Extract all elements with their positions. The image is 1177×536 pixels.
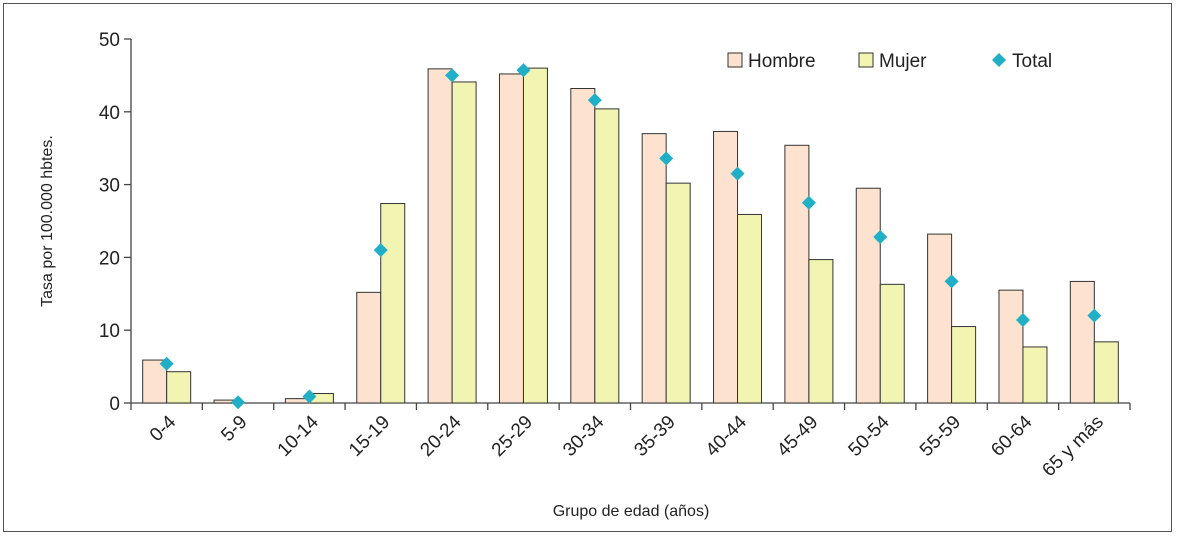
bar-hombre xyxy=(142,359,168,404)
legend-label: Hombre xyxy=(748,51,816,72)
total-marker xyxy=(730,166,745,181)
total-marker xyxy=(373,243,388,258)
bar-mujer xyxy=(951,326,977,404)
bar-hombre xyxy=(713,130,739,404)
bar-mujer xyxy=(808,259,834,404)
total-marker xyxy=(1087,308,1102,323)
bar-hombre xyxy=(356,291,382,404)
legend-swatch-hombre xyxy=(727,52,743,68)
y-tick-label: 50 xyxy=(99,30,120,51)
y-tick-label: 30 xyxy=(99,176,120,197)
total-marker xyxy=(1015,313,1030,328)
x-axis-title: Grupo de edad (años) xyxy=(553,503,710,520)
bar-mujer xyxy=(1093,341,1119,404)
y-ticks: 0 10 20 30 40 50 xyxy=(99,30,131,415)
bars xyxy=(142,67,1119,404)
y-tick-label: 10 xyxy=(99,321,120,342)
legend-label: Mujer xyxy=(879,51,927,72)
x-tick-label: 15-19 xyxy=(345,412,394,461)
bar-hombre xyxy=(927,233,953,404)
x-tick-label: 20-24 xyxy=(416,411,466,461)
legend-swatch-mujer xyxy=(858,52,874,68)
x-tick-label: 0-4 xyxy=(146,411,181,446)
legend: Hombre Mujer Total xyxy=(727,51,1052,72)
bar-mujer xyxy=(522,67,548,404)
y-tick-label: 0 xyxy=(109,394,120,415)
chart-frame xyxy=(3,3,1172,532)
bar-mujer xyxy=(166,371,192,404)
legend-swatch-total xyxy=(992,53,1006,67)
x-tick-label: 60-64 xyxy=(987,411,1037,461)
bar-mujer xyxy=(380,203,406,404)
bar-mujer xyxy=(665,182,691,404)
x-tick-label: 35-39 xyxy=(630,412,679,461)
x-tick-label: 10-14 xyxy=(274,411,324,461)
bar-mujer xyxy=(737,213,763,404)
total-marker xyxy=(516,63,531,78)
total-marker xyxy=(231,395,246,410)
total-marker xyxy=(873,230,888,245)
total-marker xyxy=(302,389,317,404)
y-tick-label: 40 xyxy=(99,103,120,124)
x-tick-label: 45-49 xyxy=(773,412,822,461)
x-tick-label: 25-29 xyxy=(488,412,537,461)
bar-mujer xyxy=(879,283,905,404)
y-tick-label: 20 xyxy=(99,248,120,269)
total-marker xyxy=(445,68,460,83)
x-tick-label: 30-34 xyxy=(559,411,609,461)
x-tick-label: 55-59 xyxy=(916,412,965,461)
x-tick-label: 5-9 xyxy=(217,412,251,446)
total-marker xyxy=(159,356,174,371)
x-ticks: 0-4 5-9 10-14 15-19 20-24 25-29 30-34 35-39 40-4… xyxy=(130,403,1131,481)
total-marker xyxy=(587,93,602,108)
plot-area: 0 10 20 30 40 50 0-4 5-9 10-14 15-19 20-24 25-29 30… xyxy=(99,30,1131,481)
total-marker xyxy=(801,195,816,210)
bar-hombre xyxy=(570,88,596,404)
x-tick-label: 65 y más xyxy=(1038,412,1107,481)
bar-mujer xyxy=(1022,346,1048,404)
bar-mujer xyxy=(594,108,620,404)
total-marker xyxy=(944,274,959,289)
bar-hombre xyxy=(641,133,667,404)
bar-hombre xyxy=(427,68,453,404)
bar-hombre xyxy=(498,73,524,404)
x-tick-label: 40-44 xyxy=(702,411,752,461)
legend-label: Total xyxy=(1012,51,1052,72)
y-axis-title: Tasa por 100.000 hbtes. xyxy=(39,135,56,307)
bar-hombre xyxy=(784,144,810,404)
bar-hombre xyxy=(855,187,881,404)
total-marker xyxy=(659,151,674,166)
x-tick-label: 50-54 xyxy=(845,411,895,461)
bar-hombre xyxy=(1069,280,1095,404)
total-markers xyxy=(159,63,1102,410)
bar-hombre xyxy=(998,289,1024,404)
bar-mujer xyxy=(451,81,477,404)
